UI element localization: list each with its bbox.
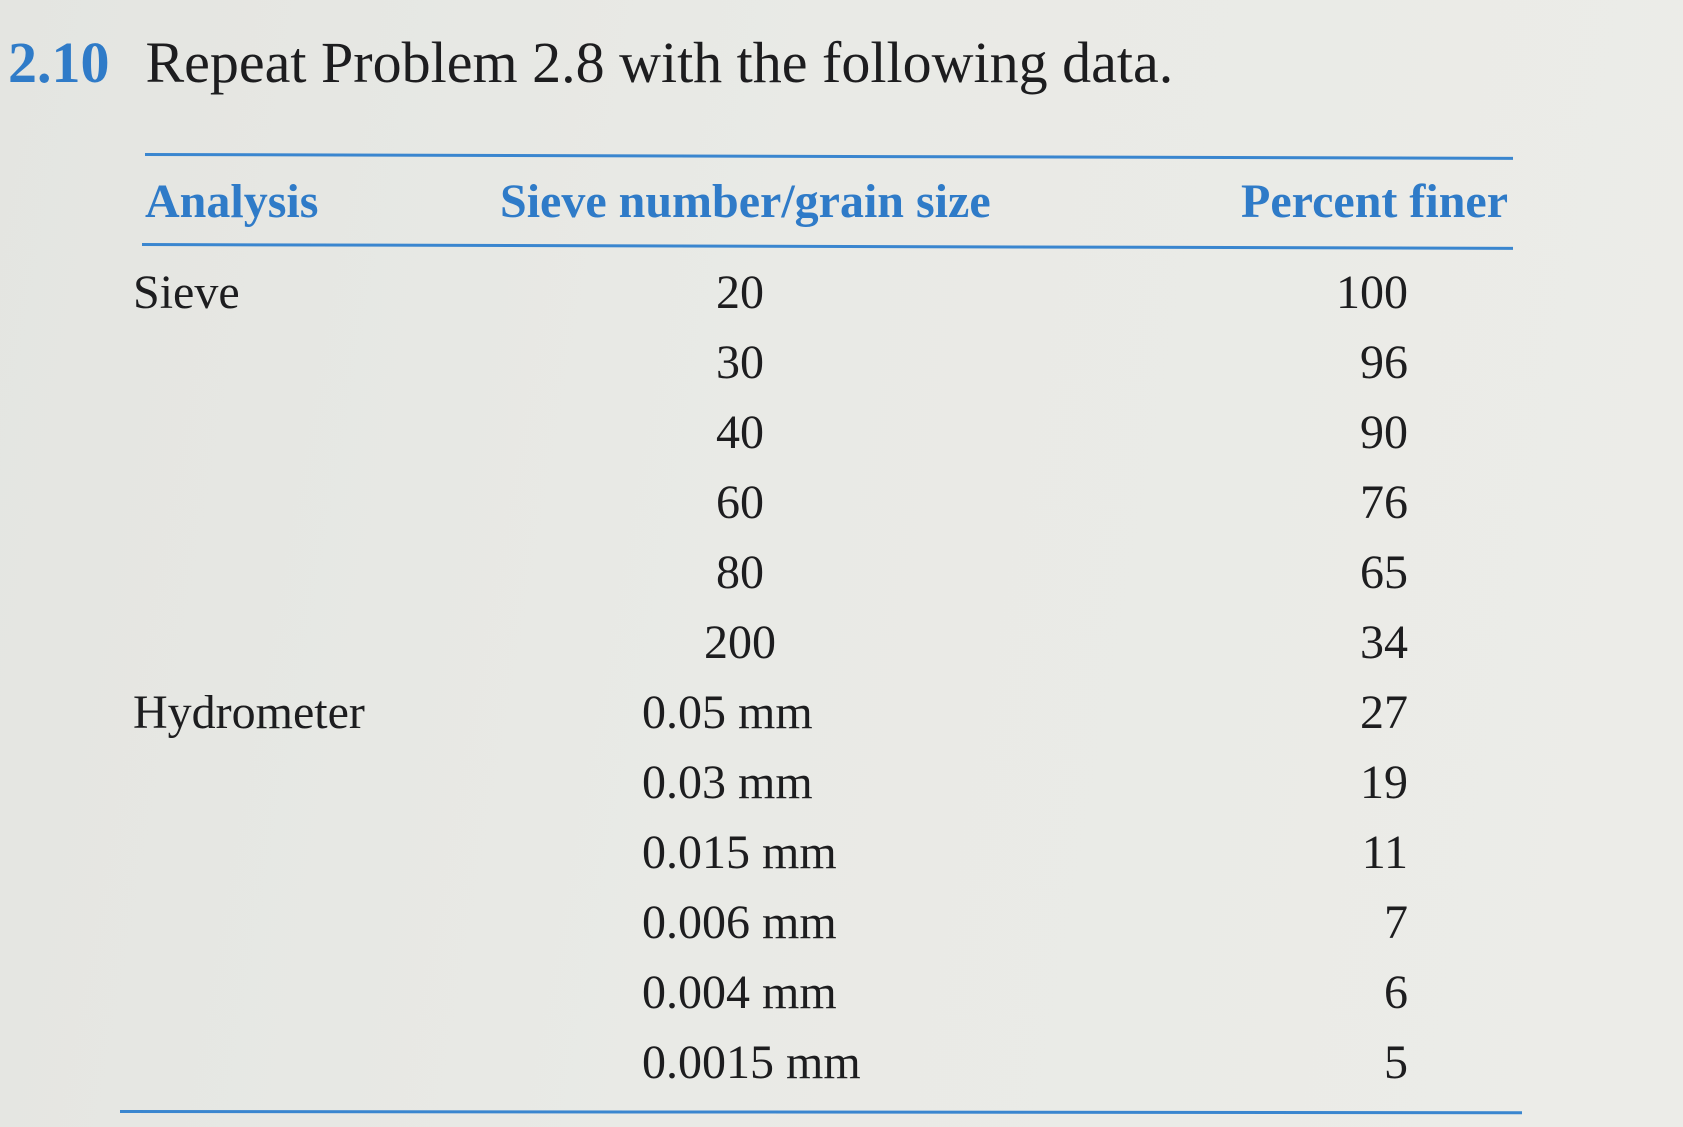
table-row: 200 34 [0, 608, 1683, 678]
table-bottom-rule [119, 1110, 1523, 1115]
size-cell: 30 [716, 336, 764, 389]
analysis-cell: Hydrometer [133, 686, 365, 739]
percent-cell: 7 [1384, 896, 1408, 949]
table-row: 80 65 [0, 538, 1683, 608]
percent-cell: 90 [1360, 406, 1408, 459]
size-cell: 0.0015 mm [642, 1036, 861, 1089]
size-cell: 80 [716, 546, 764, 599]
table-row: 40 90 [0, 398, 1683, 468]
problem-number: 2.10 [8, 30, 110, 95]
analysis-cell: Sieve [133, 266, 240, 319]
percent-cell: 11 [1361, 826, 1408, 879]
table-header-rule [141, 243, 1513, 250]
size-cell: 60 [716, 476, 764, 529]
size-cell: 0.004 mm [642, 966, 837, 1019]
percent-cell: 5 [1384, 1036, 1408, 1089]
percent-cell: 100 [1336, 266, 1408, 319]
table-top-rule [144, 153, 1513, 160]
problem-statement: Repeat Problem 2.8 with the following da… [145, 30, 1174, 95]
percent-cell: 19 [1360, 756, 1408, 809]
problem-heading: 2.10 Repeat Problem 2.8 with the followin… [8, 28, 1173, 98]
size-cell: 0.03 mm [642, 756, 813, 809]
size-cell: 0.015 mm [642, 826, 837, 879]
header-analysis: Analysis [145, 175, 319, 228]
percent-cell: 6 [1384, 966, 1408, 1019]
table-row: 0.015 mm 11 [0, 818, 1683, 888]
table-row: 30 96 [0, 328, 1683, 398]
percent-cell: 27 [1360, 686, 1408, 739]
table-body: Sieve 20 100 30 96 40 90 60 76 80 65 200… [0, 258, 1683, 1098]
size-cell: 0.006 mm [642, 896, 837, 949]
size-cell: 0.05 mm [642, 686, 813, 739]
size-cell: 40 [716, 406, 764, 459]
percent-cell: 34 [1360, 616, 1408, 669]
table-row: 0.0015 mm 5 [0, 1028, 1683, 1098]
percent-cell: 65 [1360, 546, 1408, 599]
table-row: Sieve 20 100 [0, 258, 1683, 328]
table-row: 0.03 mm 19 [0, 748, 1683, 818]
table-row: 60 76 [0, 468, 1683, 538]
table-row: Hydrometer 0.05 mm 27 [0, 678, 1683, 748]
table-row: 0.006 mm 7 [0, 888, 1683, 958]
table-row: 0.004 mm 6 [0, 958, 1683, 1028]
header-sieve-size: Sieve number/grain size [500, 175, 991, 228]
percent-cell: 96 [1360, 336, 1408, 389]
size-cell: 200 [704, 616, 776, 669]
header-percent-finer: Percent finer [1241, 175, 1508, 228]
size-cell: 20 [716, 266, 764, 319]
percent-cell: 76 [1360, 476, 1408, 529]
